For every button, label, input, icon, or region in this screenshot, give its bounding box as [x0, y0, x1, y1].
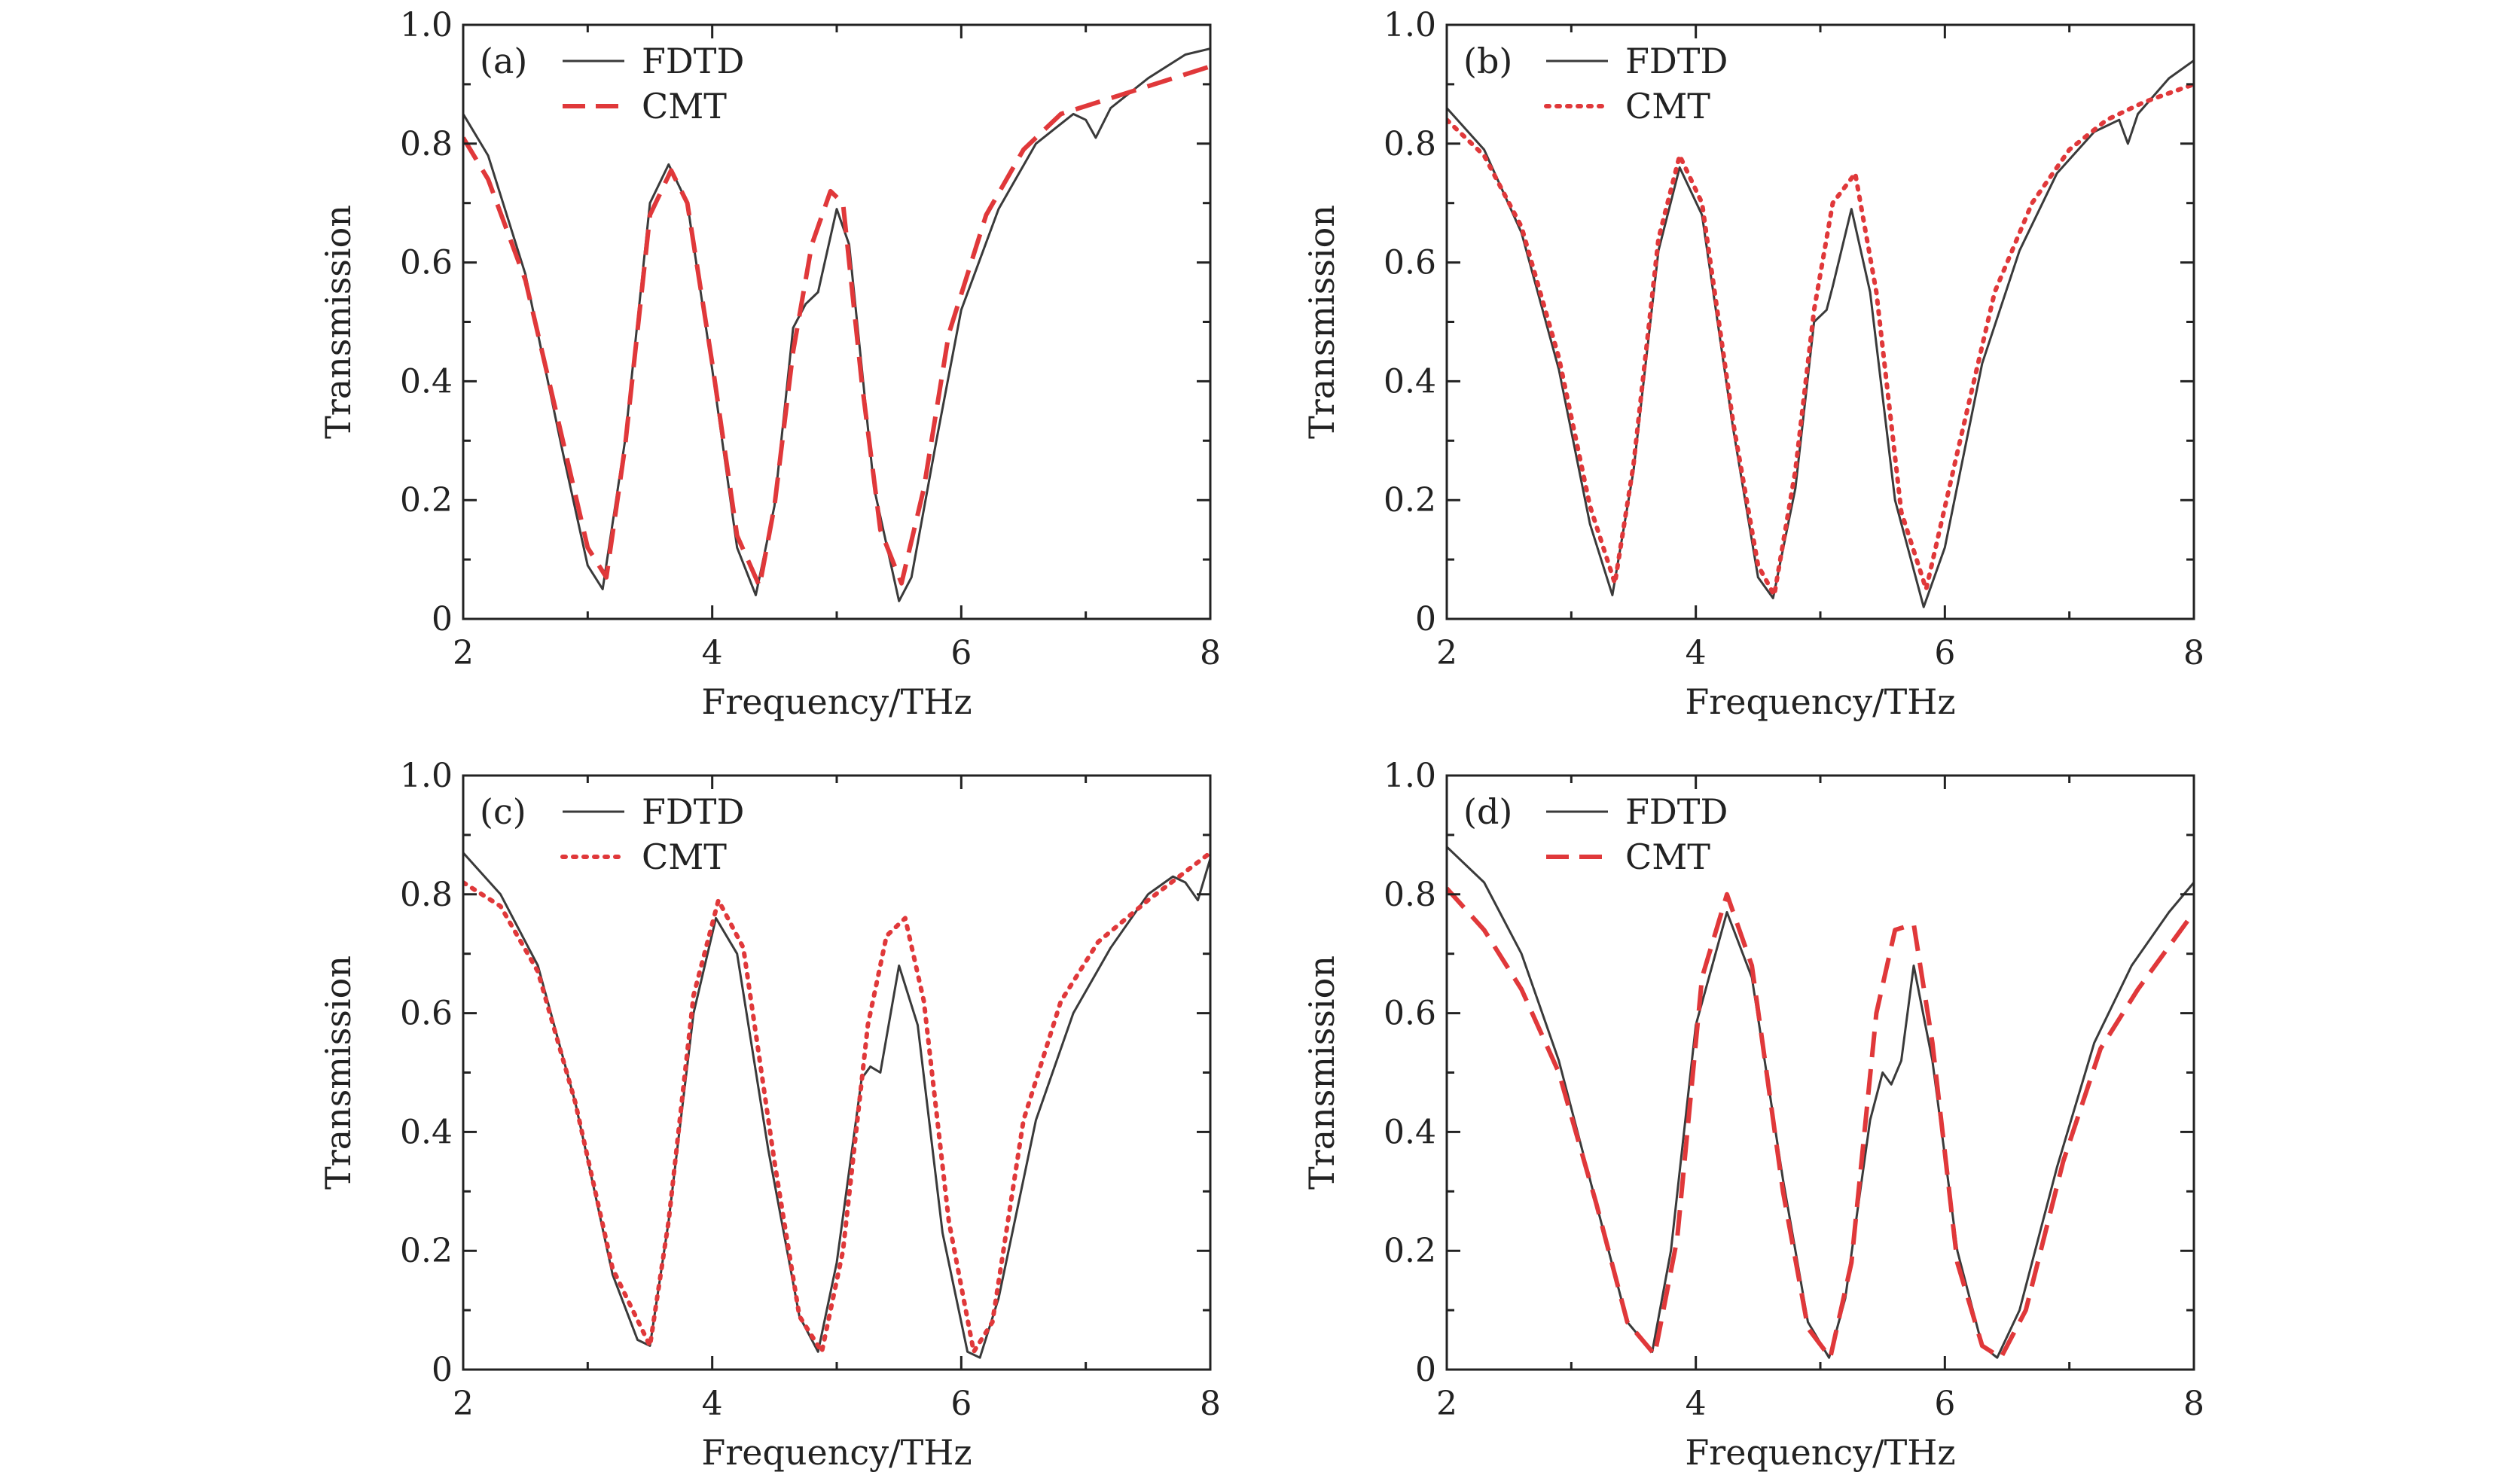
y-axis-label: Transmission [318, 205, 358, 439]
legend-label-fdtd: FDTD [1625, 41, 1728, 81]
legend-label-cmt: CMT [1625, 86, 1710, 126]
panel-4: 2 4 6 8 0 0.2 0.4 0.6 0.8 1.0 Frequency/THz Transmi… [1301, 757, 2204, 1473]
x-tick-label: 6 [1934, 634, 1955, 672]
series-line-cmt [463, 850, 1210, 1355]
x-tick-label: 2 [1436, 1385, 1457, 1423]
y-tick-label: 0.4 [400, 1113, 453, 1151]
y-tick-label: 0.2 [1384, 481, 1436, 520]
y-tick-label: 0.8 [1384, 876, 1436, 914]
y-tick-label: 1.0 [1384, 6, 1436, 44]
x-tick-label: 2 [453, 1385, 474, 1423]
y-tick-label: 0 [432, 600, 453, 638]
x-axis-label: Frequency/THz [701, 1432, 972, 1473]
x-tick-label: 6 [950, 634, 972, 672]
legend-label-cmt: CMT [642, 86, 727, 126]
y-axis-label: Transmission [1301, 205, 1342, 439]
panel-3: 2 4 6 8 0 0.2 0.4 0.6 0.8 1.0 Frequency/THz Transmi… [318, 757, 1221, 1473]
y-tick-label: 1.0 [400, 6, 453, 44]
y-tick-label: 0.6 [400, 995, 453, 1033]
legend-label-cmt: CMT [1625, 837, 1710, 877]
plot-frame [462, 23, 1212, 620]
legend-label-fdtd: FDTD [642, 41, 744, 81]
y-tick-label: 0.2 [400, 481, 453, 520]
panel-label: (a) [480, 41, 527, 81]
panel-2: 2 4 6 8 0 0.2 0.4 0.6 0.8 1.0 Frequency/THz Transmi… [1301, 6, 2204, 722]
x-tick-label: 6 [950, 1385, 972, 1423]
y-tick-label: 0.8 [400, 125, 453, 163]
y-tick-label: 0.4 [1384, 1113, 1436, 1151]
y-tick-label: 0 [1415, 600, 1436, 638]
x-tick-label: 6 [1934, 1385, 1955, 1423]
series-line-cmt [1447, 886, 2194, 1361]
panel-label: (c) [480, 791, 526, 832]
y-tick-label: 0.4 [1384, 362, 1436, 401]
y-tick-label: 0 [1415, 1351, 1436, 1389]
series-line-fdtd [1447, 59, 2194, 608]
x-tick-label: 4 [1686, 1385, 1707, 1423]
y-tick-label: 0.6 [1384, 995, 1436, 1033]
y-tick-label: 1.0 [400, 757, 453, 795]
x-axis-label: Frequency/THz [701, 681, 972, 722]
plot-frame [462, 774, 1212, 1371]
y-tick-label: 0.6 [400, 244, 453, 282]
y-tick-label: 0.2 [1384, 1232, 1436, 1270]
x-axis-label: Frequency/THz [1685, 1432, 1955, 1473]
y-tick-label: 1.0 [1384, 757, 1436, 795]
series-line-cmt [1447, 81, 2194, 598]
y-tick-label: 0.2 [400, 1232, 453, 1270]
y-tick-label: 0.8 [1384, 125, 1436, 163]
series-line-cmt [463, 64, 1210, 589]
x-tick-label: 4 [1686, 634, 1707, 672]
y-axis-label: Transmission [1301, 955, 1342, 1190]
legend-label-cmt: CMT [642, 837, 727, 877]
x-tick-label: 4 [702, 1385, 723, 1423]
panel-1: 2 4 6 8 0 0.2 0.4 0.6 0.8 1.0 Frequency/THz Transmi… [318, 6, 1221, 722]
x-axis-label: Frequency/THz [1685, 681, 1955, 722]
plot-frame [1445, 23, 2195, 620]
y-tick-label: 0.8 [400, 876, 453, 914]
x-tick-label: 8 [1200, 634, 1221, 672]
x-tick-label: 8 [2183, 634, 2204, 672]
series-line-fdtd [463, 852, 1210, 1359]
x-tick-label: 2 [453, 634, 474, 672]
x-tick-label: 2 [1436, 634, 1457, 672]
legend-label-fdtd: FDTD [1625, 791, 1728, 832]
y-tick-label: 0.4 [400, 362, 453, 401]
y-axis-label: Transmission [318, 955, 358, 1190]
panel-label: (b) [1463, 41, 1512, 81]
legend-label-fdtd: FDTD [642, 791, 744, 832]
series-line-fdtd [463, 47, 1210, 602]
plot-frame [1445, 774, 2195, 1371]
panel-label: (d) [1463, 791, 1512, 832]
y-tick-label: 0.6 [1384, 244, 1436, 282]
x-tick-label: 8 [1200, 1385, 1221, 1423]
x-tick-label: 8 [2183, 1385, 2204, 1423]
y-tick-label: 0 [432, 1351, 453, 1389]
x-tick-label: 4 [702, 634, 723, 672]
